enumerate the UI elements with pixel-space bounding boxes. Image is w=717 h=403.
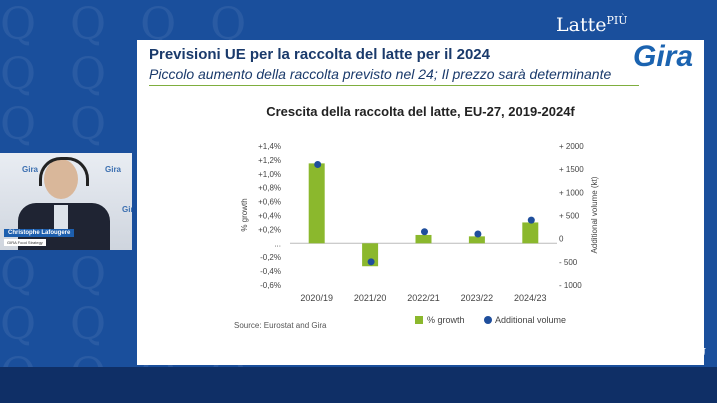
- legend-swatch-growth: [415, 316, 423, 324]
- x-tick-label: 2022/21: [407, 293, 440, 303]
- legend-label-volume: Additional volume: [495, 315, 566, 325]
- title-divider: [149, 85, 639, 86]
- logo-bottom-sup: PIÙ: [685, 346, 707, 359]
- gira-wall-logo-right: Gira: [105, 165, 122, 174]
- x-tick-label: 2020/19: [300, 293, 333, 303]
- volume-point: [474, 230, 482, 238]
- slide-subtitle: Piccolo aumento della raccolta previsto …: [149, 66, 612, 82]
- latte-piu-logo-bottom: LattePIÙ: [648, 346, 706, 362]
- y-tick-label: ...: [274, 239, 281, 248]
- bottom-bar: [0, 367, 717, 403]
- y2-tick-label: + 1500: [559, 165, 584, 174]
- growth-bar: [522, 222, 539, 244]
- gira-logo: Gira: [629, 40, 698, 74]
- y2-tick-label: - 500: [559, 258, 578, 267]
- volume-point: [527, 216, 535, 224]
- milk-collection-chart: -0,6% -0,4% -0,2%... +0,2% +0,4% +0,6% +0,8% +1…: [240, 142, 599, 325]
- y-tick-label: +1,0%: [258, 170, 281, 179]
- chart-title: Crescita della raccolta del latte, EU-27…: [266, 104, 575, 119]
- legend-label-growth: % growth: [427, 315, 465, 325]
- chart-source: Source: Eurostat and Gira: [234, 321, 327, 330]
- y-tick-label: +0,4%: [258, 212, 281, 221]
- y-tick-label: +1,4%: [258, 142, 281, 151]
- y-tick-label: +1,2%: [258, 156, 281, 165]
- volume-point: [421, 228, 428, 236]
- logo-top-sup: PIÙ: [606, 14, 628, 27]
- legend-swatch-volume: [484, 316, 492, 324]
- speaker-name: Christophe Lafougere: [4, 229, 75, 237]
- slide-title: Previsioni UE per la raccolta del latte …: [149, 46, 490, 63]
- y-tick-label: +0,2%: [258, 225, 281, 234]
- y-tick-label: -0,2%: [260, 253, 281, 262]
- speaker-shirt: [54, 205, 68, 235]
- growth-bar: [415, 234, 432, 244]
- y-tick-label: +0,6%: [258, 198, 281, 207]
- volume-point: [367, 258, 375, 266]
- speaker-video: Gira Gira Gira Christophe Lafougere GIRA…: [0, 153, 132, 250]
- y-tick-label: -0,4%: [260, 267, 281, 276]
- y2-tick-label: + 1000: [559, 188, 584, 197]
- y2-tick-label: 0: [559, 235, 564, 244]
- y-tick-label: +0,8%: [258, 184, 281, 193]
- latte-piu-logo-top: LattePIÙ: [556, 14, 628, 36]
- y2-tick-label: + 500: [559, 212, 580, 221]
- x-tick-label: 2023/22: [461, 293, 494, 303]
- presentation-slide: Previsioni UE per la raccolta del latte …: [137, 40, 704, 365]
- speaker-org: GIRA Food Strategy: [4, 239, 46, 246]
- gira-wall-logo-edge: Gira: [122, 205, 132, 214]
- y2-tick-label: + 2000: [559, 142, 584, 151]
- x-tick-label: 2021/20: [354, 293, 387, 303]
- y2-axis-label: Additional volume (kt): [590, 176, 599, 253]
- growth-bar: [308, 163, 325, 244]
- y-axis-label: % growth: [240, 198, 249, 231]
- gira-wall-logo-left: Gira: [22, 165, 39, 174]
- growth-bar: [468, 236, 485, 244]
- headset-icon: [39, 157, 89, 186]
- y-tick-label: -0,6%: [260, 281, 281, 290]
- logo-bottom-text: Latte: [648, 346, 686, 362]
- volume-point: [314, 161, 322, 169]
- logo-top-text: Latte: [556, 14, 607, 36]
- y2-tick-label: - 1000: [559, 281, 582, 290]
- x-tick-label: 2024/23: [514, 293, 547, 303]
